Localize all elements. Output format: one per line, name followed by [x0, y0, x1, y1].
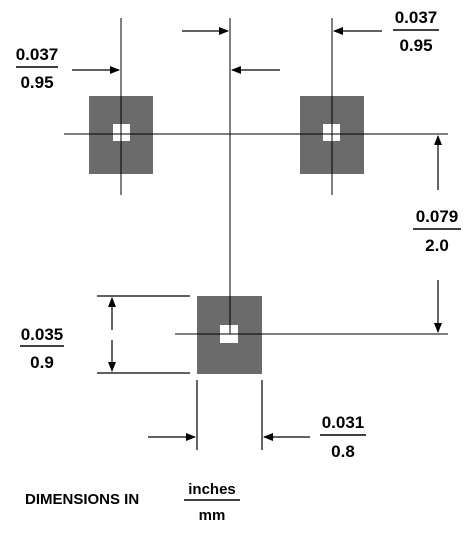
dim-offset-left-arrows [72, 27, 382, 74]
label-pad-width-mm: 0.8 [331, 442, 355, 461]
label-offset-right-inches: 0.037 [395, 8, 438, 27]
label-offset-left-mm: 0.95 [20, 73, 53, 92]
units-legend-denominator: mm [199, 507, 226, 524]
dim-pad-width [148, 380, 310, 450]
units-legend-numerator: inches [188, 481, 236, 498]
dim-pad-height [97, 295, 190, 374]
label-pad-height-inches: 0.035 [21, 325, 64, 344]
label-row-spacing-mm: 2.0 [425, 236, 449, 255]
label-pad-height: 0.035 0.9 [20, 325, 64, 372]
units-legend: DIMENSIONS IN inches mm [25, 481, 240, 524]
center-lines [64, 18, 448, 335]
label-offset-left-inches: 0.037 [16, 45, 59, 64]
label-pad-width: 0.031 0.8 [320, 413, 366, 461]
label-row-spacing: 0.079 2.0 [413, 207, 461, 255]
label-offset-right: 0.037 0.95 [393, 8, 439, 55]
units-legend-prefix: DIMENSIONS IN [25, 491, 139, 508]
label-offset-left: 0.037 0.95 [16, 45, 59, 92]
label-pad-width-inches: 0.031 [322, 413, 365, 432]
label-offset-right-mm: 0.95 [399, 36, 432, 55]
label-row-spacing-inches: 0.079 [416, 207, 459, 226]
label-pad-height-mm: 0.9 [30, 353, 54, 372]
